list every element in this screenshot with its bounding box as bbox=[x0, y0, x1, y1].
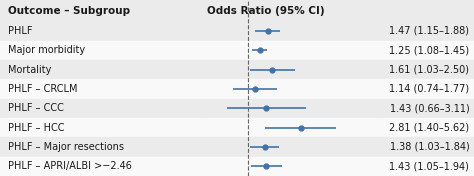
Text: 1.47 (1.15–1.88): 1.47 (1.15–1.88) bbox=[389, 26, 469, 36]
Bar bbox=[379, 99, 474, 118]
Bar bbox=[204, 60, 379, 79]
Text: PHLF – CCC: PHLF – CCC bbox=[8, 103, 64, 113]
Text: 1.14 (0.74–1.77): 1.14 (0.74–1.77) bbox=[389, 84, 469, 94]
Bar bbox=[204, 99, 379, 118]
Text: 2.81 (1.40–5.62): 2.81 (1.40–5.62) bbox=[389, 123, 469, 133]
Bar bbox=[0, 157, 204, 176]
Bar bbox=[379, 0, 474, 21]
Text: Outcome – Subgroup: Outcome – Subgroup bbox=[8, 6, 130, 16]
Bar bbox=[0, 60, 204, 79]
Bar bbox=[0, 0, 204, 21]
Bar bbox=[204, 137, 379, 157]
Text: Mortality: Mortality bbox=[8, 65, 52, 75]
Bar bbox=[204, 79, 379, 99]
Bar bbox=[0, 21, 204, 41]
Text: 1.38 (1.03–1.84): 1.38 (1.03–1.84) bbox=[390, 142, 469, 152]
Text: 1.43 (1.05–1.94): 1.43 (1.05–1.94) bbox=[389, 161, 469, 171]
Bar bbox=[204, 118, 379, 137]
Bar bbox=[0, 41, 204, 60]
Bar bbox=[0, 79, 204, 99]
Bar bbox=[379, 41, 474, 60]
Bar bbox=[0, 137, 204, 157]
Bar bbox=[379, 21, 474, 41]
Bar bbox=[204, 21, 379, 41]
Text: 1.61 (1.03–2.50): 1.61 (1.03–2.50) bbox=[389, 65, 469, 75]
Bar bbox=[379, 118, 474, 137]
Text: PHLF – CRCLM: PHLF – CRCLM bbox=[8, 84, 78, 94]
Text: PHLF – Major resections: PHLF – Major resections bbox=[8, 142, 124, 152]
Text: PHLF – HCC: PHLF – HCC bbox=[8, 123, 64, 133]
Bar bbox=[204, 41, 379, 60]
Bar bbox=[379, 79, 474, 99]
Text: PHLF – APRI/ALBI >−2.46: PHLF – APRI/ALBI >−2.46 bbox=[8, 161, 132, 171]
Text: 1.25 (1.08–1.45): 1.25 (1.08–1.45) bbox=[389, 45, 469, 55]
Bar bbox=[0, 118, 204, 137]
Bar bbox=[379, 137, 474, 157]
Text: Odds Ratio (95% CI): Odds Ratio (95% CI) bbox=[207, 6, 325, 16]
Bar bbox=[0, 99, 204, 118]
Text: Major morbidity: Major morbidity bbox=[8, 45, 85, 55]
Bar bbox=[204, 0, 379, 21]
Bar bbox=[379, 60, 474, 79]
Text: PHLF: PHLF bbox=[8, 26, 33, 36]
Bar bbox=[379, 157, 474, 176]
Text: 1.43 (0.66–3.11): 1.43 (0.66–3.11) bbox=[390, 103, 469, 113]
Bar bbox=[204, 157, 379, 176]
